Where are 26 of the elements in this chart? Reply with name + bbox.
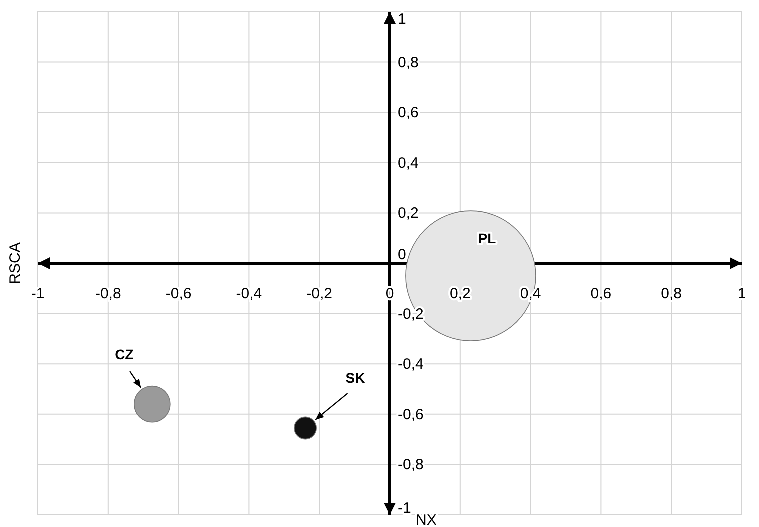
y-tick-label: 0 [398, 246, 406, 264]
x-tick-label: -1 [31, 286, 45, 302]
y-tick-label: -1 [398, 500, 412, 517]
text: SK [346, 370, 366, 386]
y-tick-label: -0,6 [398, 406, 424, 424]
series-label: PL [478, 230, 497, 247]
y-tick-label: 1 [398, 11, 406, 28]
series-label: CZ [115, 346, 134, 362]
x-tick-label: -0,6 [166, 286, 192, 302]
x-tick-label: 1 [738, 286, 746, 302]
x-tick-label: -0,8 [95, 286, 122, 302]
x-tick-label: 0,6 [590, 286, 612, 302]
y-tick-label: 0,4 [398, 154, 419, 172]
y-tick-label: -0,4 [398, 356, 424, 374]
x-tick-label: 0,4 [520, 286, 542, 302]
y-tick-label: 0,6 [398, 104, 419, 122]
y-tick-label: -0,2 [398, 306, 424, 323]
x-tick-label: -0,2 [306, 286, 333, 302]
y-axis-title: RSCA [7, 242, 24, 284]
y-tick-label: -0,8 [398, 456, 424, 474]
x-tick-label: 0,2 [450, 286, 471, 302]
y-tick-label: 0,2 [398, 205, 419, 222]
y-tick-label: 0,8 [398, 54, 419, 72]
x-tick-label: -0,4 [236, 286, 262, 302]
x-tick-label: 0,8 [661, 286, 682, 302]
x-axis-title: NX [416, 512, 437, 527]
